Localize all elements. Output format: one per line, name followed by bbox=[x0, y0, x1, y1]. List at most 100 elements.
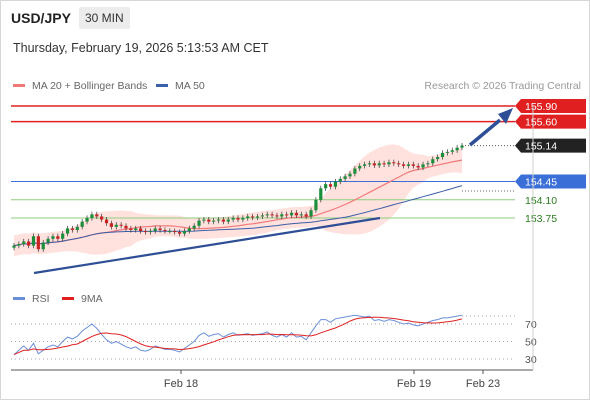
candle-body bbox=[314, 199, 318, 211]
symbol-label: USD/JPY bbox=[11, 10, 71, 26]
candle-body bbox=[187, 228, 191, 232]
candle-body bbox=[289, 212, 294, 216]
candle-body bbox=[221, 219, 225, 222]
timeframe-badge[interactable]: 30 MIN bbox=[79, 7, 130, 29]
ma50-line bbox=[13, 185, 463, 247]
rsi-line bbox=[13, 314, 463, 355]
candle-body bbox=[163, 229, 167, 232]
rsi-ma-legend-swatch bbox=[62, 297, 74, 300]
candle-body bbox=[226, 219, 230, 222]
candle-body bbox=[148, 231, 152, 233]
candle-body bbox=[460, 145, 464, 148]
candle-body bbox=[275, 215, 279, 217]
candle-body bbox=[260, 215, 264, 217]
level-label-154.10: 154.10 bbox=[525, 195, 557, 207]
level-label-155.90: 155.90 bbox=[525, 101, 557, 113]
candle-body bbox=[333, 181, 337, 187]
candle-body bbox=[202, 219, 206, 221]
ma50-legend-swatch bbox=[156, 84, 168, 87]
candle-body bbox=[46, 238, 50, 243]
candle-body bbox=[285, 214, 289, 216]
candle-body bbox=[353, 168, 357, 174]
legend-ma20: MA 20 + Bollinger Bands bbox=[32, 80, 148, 92]
candle-body bbox=[382, 163, 386, 165]
candle-body bbox=[129, 228, 133, 230]
candle-body bbox=[104, 219, 109, 224]
x-tick-label: Feb 23 bbox=[466, 378, 500, 390]
candle-body bbox=[173, 231, 177, 233]
candle-body bbox=[139, 228, 143, 232]
candle-body bbox=[367, 163, 372, 165]
datetime-label: Thursday, February 19, 2026 5:13:53 AM C… bbox=[13, 41, 269, 55]
candle-body bbox=[309, 210, 313, 217]
candle-body bbox=[363, 164, 367, 166]
candle-body bbox=[80, 221, 84, 227]
candle-body bbox=[426, 163, 430, 165]
candle-body bbox=[212, 220, 216, 222]
candle-body bbox=[397, 163, 401, 165]
candle-body bbox=[216, 219, 221, 221]
candle-body bbox=[124, 225, 128, 229]
candle-body bbox=[207, 219, 211, 222]
candle-body bbox=[27, 241, 31, 246]
candle-body bbox=[61, 233, 65, 239]
candle-body bbox=[192, 225, 196, 229]
candle-body bbox=[90, 214, 94, 218]
candle-body bbox=[387, 162, 391, 165]
candle-body bbox=[65, 228, 70, 234]
candle-body bbox=[450, 150, 454, 152]
candle-body bbox=[95, 214, 99, 217]
level-label-153.75: 153.75 bbox=[525, 213, 557, 225]
candle-body bbox=[411, 164, 415, 166]
candle-body bbox=[328, 184, 333, 187]
candle-body bbox=[304, 214, 308, 217]
candle-body bbox=[324, 184, 328, 189]
candle-body bbox=[358, 165, 362, 169]
candle-body bbox=[134, 228, 138, 230]
candle-body bbox=[338, 178, 342, 182]
candle-body bbox=[182, 231, 187, 234]
candle-body bbox=[241, 218, 245, 220]
candle-body bbox=[431, 159, 435, 164]
candle-body bbox=[372, 163, 376, 166]
candle-body bbox=[416, 165, 420, 168]
candle-body bbox=[445, 151, 449, 153]
ma20-legend-swatch bbox=[13, 84, 25, 87]
candle-body bbox=[12, 245, 16, 248]
rsi-tick-70: 70 bbox=[525, 319, 537, 331]
candle-body bbox=[100, 216, 104, 220]
candle-body bbox=[348, 173, 352, 177]
candle-body bbox=[265, 214, 269, 216]
candle-body bbox=[143, 231, 148, 233]
rsi-tick-30: 30 bbox=[525, 354, 537, 366]
candle-body bbox=[270, 214, 274, 216]
candle-body bbox=[177, 232, 182, 234]
candle-body bbox=[114, 224, 118, 227]
candle-body bbox=[299, 214, 303, 216]
level-label-155.60: 155.60 bbox=[525, 117, 557, 129]
level-label-155.14: 155.14 bbox=[525, 141, 557, 153]
candle-body bbox=[401, 164, 406, 166]
candle-body bbox=[41, 242, 45, 250]
candle-body bbox=[17, 244, 21, 246]
candle-body bbox=[109, 223, 113, 227]
projection-arrow-head bbox=[498, 108, 513, 124]
candle-body bbox=[436, 157, 440, 160]
level-label-154.45: 154.45 bbox=[525, 177, 557, 189]
legend-rsi-ma: 9MA bbox=[81, 293, 103, 305]
rsi-tick-50: 50 bbox=[525, 337, 537, 349]
candle-body bbox=[455, 147, 459, 151]
candle-body bbox=[197, 220, 201, 226]
uptrend-line bbox=[33, 216, 381, 275]
candle-body bbox=[246, 216, 250, 218]
candle-body bbox=[319, 188, 323, 200]
x-tick-label: Feb 19 bbox=[397, 378, 431, 390]
x-tick-label: Feb 18 bbox=[164, 378, 198, 390]
candle-body bbox=[51, 236, 55, 239]
candle-body bbox=[392, 162, 396, 164]
credit-label: Research © 2026 Trading Central bbox=[424, 80, 581, 92]
candle-body bbox=[421, 164, 425, 168]
projection-arrow bbox=[468, 118, 502, 147]
candle-body bbox=[70, 228, 75, 230]
